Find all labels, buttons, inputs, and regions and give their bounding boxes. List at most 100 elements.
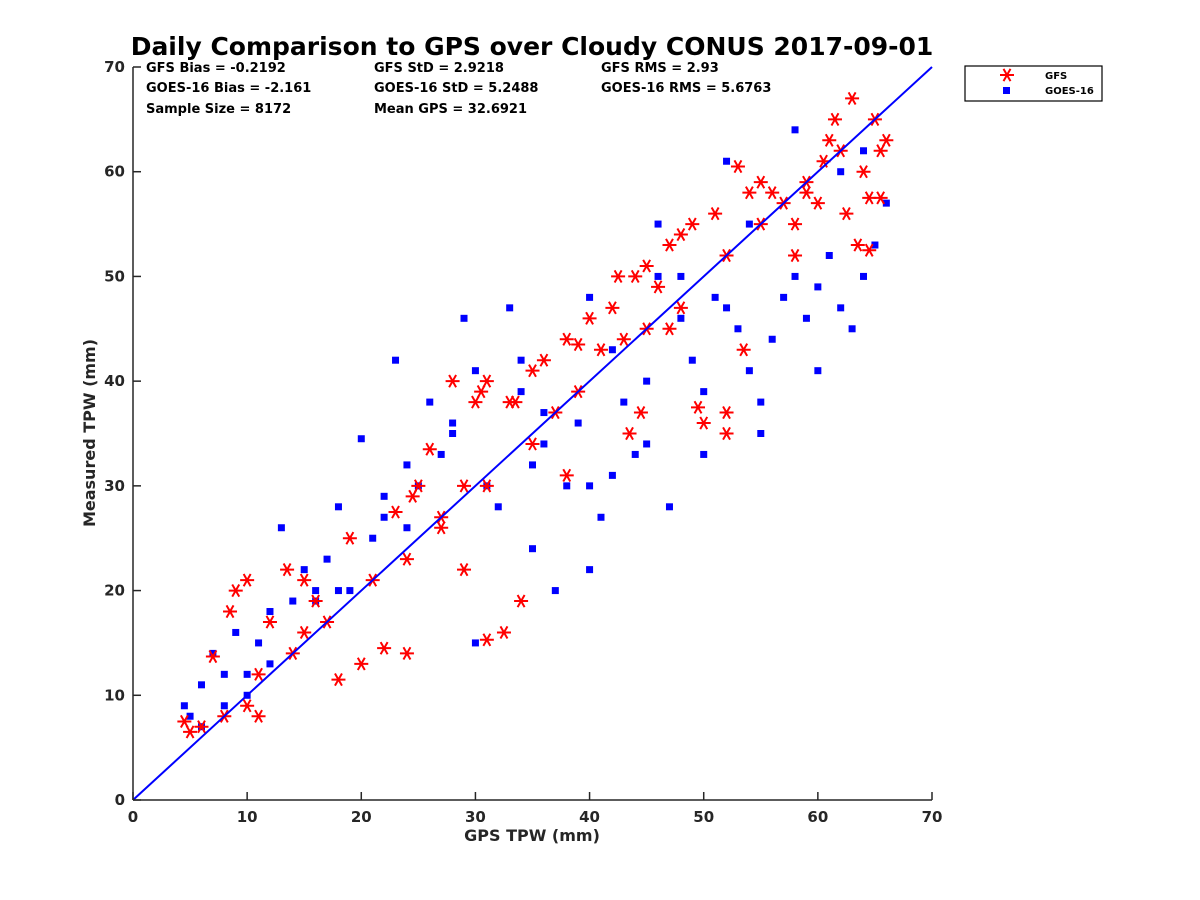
y-tick-label: 0 (115, 791, 125, 809)
gfs-point (788, 248, 803, 263)
x-tick-label: 0 (128, 808, 138, 826)
goes16-point (677, 314, 685, 322)
gfs-point (457, 563, 472, 577)
goes16-point (323, 555, 331, 563)
legend-goes16-square (1003, 87, 1010, 94)
gfs-point (405, 489, 420, 503)
gfs-point (633, 405, 648, 420)
goes16-points (180, 126, 890, 731)
goes16-point (643, 440, 651, 448)
x-tick-label: 50 (693, 808, 714, 826)
goes16-point (243, 670, 251, 678)
gfs-point (331, 672, 346, 687)
gfs-point (605, 301, 620, 315)
gfs-point (377, 641, 392, 655)
gfs-point (788, 217, 803, 231)
gfs-point (223, 604, 238, 619)
y-tick-label: 30 (104, 477, 125, 495)
gfs-point (262, 615, 277, 629)
gfs-point (354, 657, 369, 671)
x-axis-label: GPS TPW (mm) (464, 826, 600, 845)
goes16-point (848, 325, 856, 333)
goes16-point (586, 566, 594, 574)
goes16-point (517, 356, 525, 364)
goes16-point (860, 147, 868, 155)
goes16-point (357, 435, 365, 443)
gfs-point (536, 353, 551, 367)
goes16-point (871, 241, 879, 249)
gfs-point (571, 337, 586, 352)
gfs-point (582, 311, 597, 325)
gfs-point (873, 191, 888, 205)
gfs-point (685, 217, 700, 231)
goes16-point (586, 293, 594, 301)
goes16-point (837, 168, 845, 176)
goes16-point (312, 587, 320, 595)
goes16-point (437, 450, 445, 458)
legend-goes16-label: GOES-16 (1045, 86, 1094, 97)
stat-text: Mean GPS = 32.6921 (374, 102, 527, 117)
gfs-point (514, 594, 529, 608)
goes16-point (471, 639, 479, 647)
goes16-point (266, 660, 274, 668)
gfs-point (411, 479, 426, 493)
x-tick-label: 30 (465, 808, 486, 826)
x-tick-label: 60 (807, 808, 828, 826)
goes16-point (449, 419, 457, 427)
goes16-point (608, 471, 616, 479)
y-tick-label: 40 (104, 372, 125, 390)
goes16-point (814, 367, 822, 375)
goes16-point (882, 199, 890, 207)
gfs-point (822, 133, 837, 147)
goes16-point (723, 157, 731, 165)
legend: GFS GOES-16 (964, 65, 1103, 102)
stat-text: GFS StD = 2.9218 (374, 61, 504, 76)
goes16-point (860, 272, 868, 280)
legend-gfs-asterisk (1000, 68, 1014, 82)
x-tick-label: 10 (237, 808, 258, 826)
goes16-point (745, 367, 753, 375)
y-tick-label: 50 (104, 267, 125, 285)
goes16-point (608, 346, 616, 354)
gfs-point (496, 625, 511, 640)
gfs-point (845, 91, 860, 106)
gfs-point (799, 186, 814, 200)
goes16-point (334, 587, 342, 595)
goes16-point (757, 430, 765, 437)
gfs-point (639, 259, 654, 273)
gfs-point (673, 227, 688, 242)
goes16-point (255, 639, 263, 647)
gfs-point (240, 573, 255, 587)
gfs-point (342, 531, 357, 545)
gfs-point (691, 400, 706, 414)
stat-text: GOES-16 Bias = -2.161 (146, 81, 311, 96)
gfs-point (873, 144, 888, 158)
gfs-point (251, 667, 266, 681)
goes16-point (180, 702, 188, 710)
goes16-point (654, 220, 662, 228)
goes16-point (597, 513, 605, 521)
gfs-point (399, 646, 414, 660)
goes16-point (814, 283, 822, 291)
goes16-point (460, 314, 468, 322)
gfs-point (297, 573, 312, 587)
goes16-point (369, 534, 377, 542)
goes16-point (232, 628, 240, 636)
stat-text: Sample Size = 8172 (146, 102, 291, 117)
gfs-point (457, 479, 472, 493)
gfs-point (468, 395, 483, 409)
gfs-point (730, 159, 745, 174)
x-tick-label: 70 (922, 808, 943, 826)
gfs-point (719, 426, 734, 441)
gfs-point (753, 175, 768, 189)
goes16-point (220, 702, 228, 710)
goes16-point (494, 503, 502, 511)
goes16-point (506, 304, 514, 312)
goes16-point (700, 450, 708, 458)
gfs-point (810, 196, 825, 210)
legend-box (964, 65, 1103, 102)
goes16-point (791, 272, 799, 280)
legend-goes16-marker (1003, 87, 1010, 94)
goes16-point (220, 670, 228, 678)
goes16-point (380, 513, 388, 521)
